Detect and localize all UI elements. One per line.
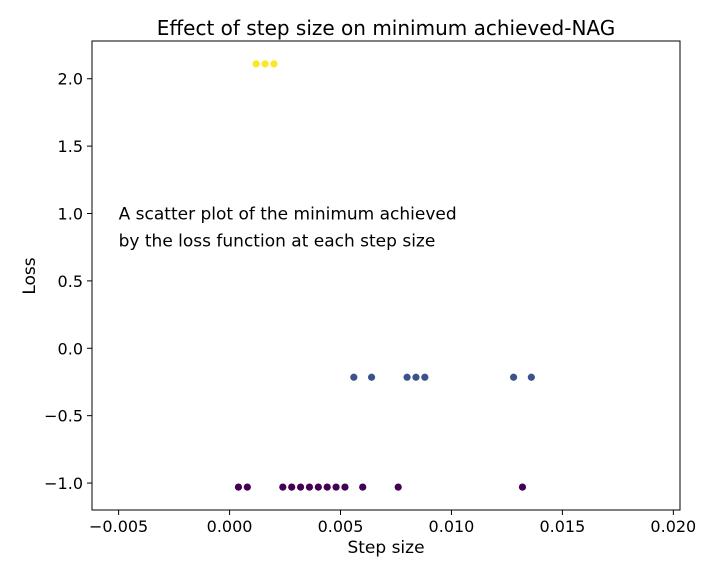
data-point: [527, 373, 535, 381]
annotation-line: by the loss function at each step size: [119, 232, 436, 252]
data-point: [412, 373, 420, 381]
y-axis: −1.0 −0.5 0.0 0.5 1.0 1.5 2.0: [44, 70, 92, 493]
data-point: [394, 483, 402, 491]
x-axis: −0.005 0.000 0.005 0.010 0.015 0.020: [89, 510, 696, 536]
chart-annotation: A scatter plot of the minimum achieved by…: [119, 205, 457, 252]
data-point: [509, 373, 518, 381]
data-point: [359, 483, 367, 491]
data-point: [279, 483, 287, 491]
x-tick-label: −0.005: [89, 517, 148, 536]
y-tick-label: −0.5: [44, 407, 83, 426]
x-tick-label: 0.020: [650, 517, 696, 536]
annotation-line: A scatter plot of the minimum achieved: [119, 205, 457, 225]
x-tick-label: 0.000: [207, 517, 253, 536]
y-tick-label: 1.0: [58, 205, 83, 224]
y-axis-label: Loss: [20, 257, 40, 294]
data-point: [252, 60, 260, 68]
data-point: [305, 483, 314, 491]
data-point: [270, 60, 278, 68]
y-tick-label: 0.0: [58, 339, 83, 358]
data-point: [288, 483, 296, 491]
data-point: [261, 60, 269, 68]
data-point: [243, 483, 251, 491]
data-point: [421, 373, 429, 381]
data-point: [314, 483, 322, 491]
data-point: [367, 373, 376, 381]
y-tick-label: −1.0: [44, 474, 83, 493]
x-tick-label: 0.005: [318, 517, 364, 536]
data-point: [341, 483, 349, 491]
data-point: [323, 483, 331, 491]
x-tick-label: 0.010: [429, 517, 475, 536]
data-point: [518, 483, 527, 491]
data-point: [403, 373, 411, 381]
chart-title: Effect of step size on minimum achieved-…: [157, 16, 615, 40]
plot-area: [91, 40, 681, 511]
data-point: [234, 483, 243, 491]
y-tick-label: 0.5: [58, 272, 83, 291]
y-tick-label: 1.5: [58, 137, 83, 156]
data-points: [234, 60, 535, 491]
x-tick-label: 0.015: [539, 517, 585, 536]
x-axis-label: Step size: [347, 538, 424, 558]
data-point: [350, 373, 358, 381]
data-point: [332, 483, 340, 491]
data-point: [296, 483, 305, 491]
y-tick-label: 2.0: [58, 70, 83, 89]
